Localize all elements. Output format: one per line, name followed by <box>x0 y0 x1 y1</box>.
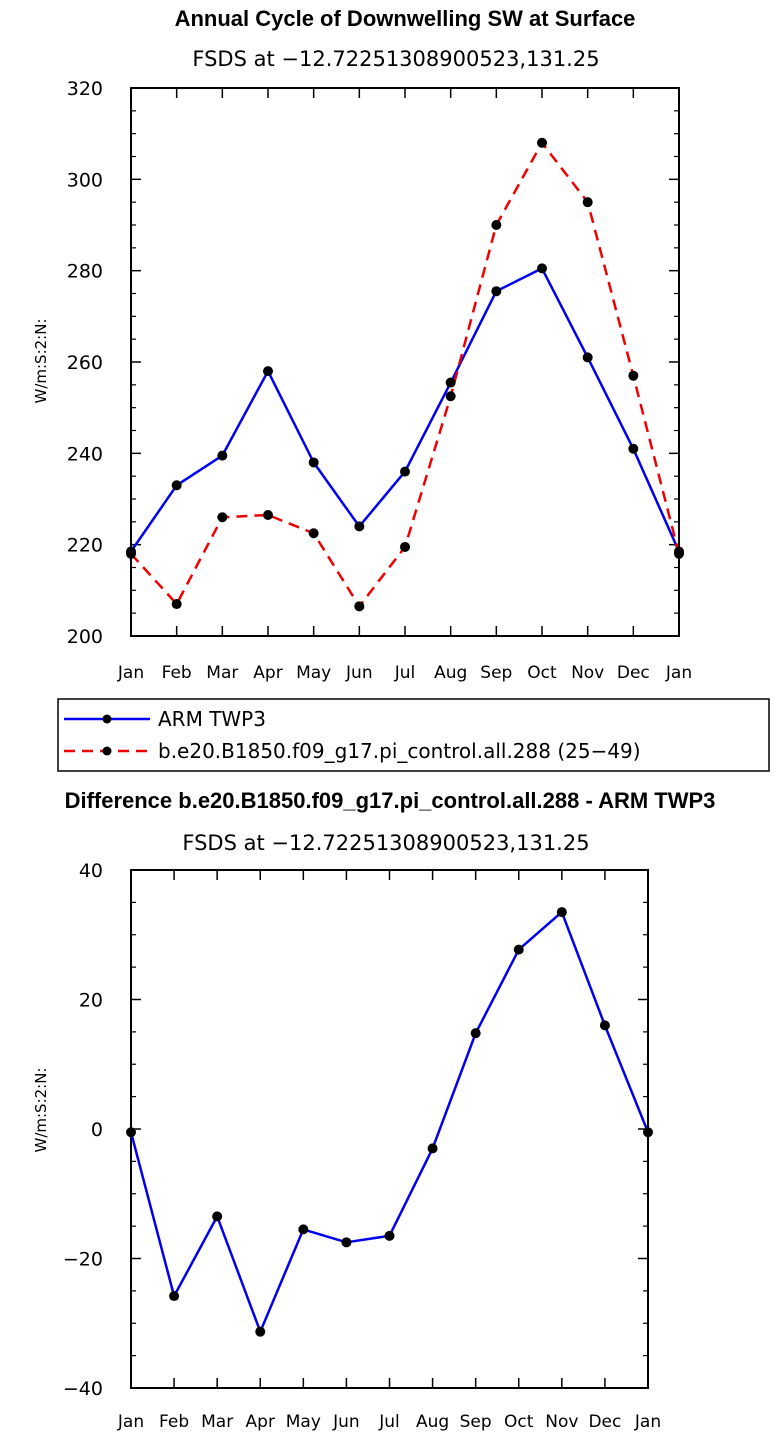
legend-entry-model: b.e20.B1850.f09_g17.pi_control.all.288 (… <box>64 739 641 763</box>
top-series-0-point <box>354 521 365 532</box>
bottom-series-0-point <box>556 907 567 918</box>
top-series-0-point <box>171 480 182 491</box>
top-xtick-label: Sep <box>480 663 512 683</box>
top-series-1-point <box>217 512 228 523</box>
top-xtick-label: Dec <box>617 663 650 683</box>
bottom-series-0-point <box>212 1211 223 1222</box>
bottom-xtick-label: Sep <box>460 1412 492 1432</box>
top-series-line-0 <box>129 267 681 553</box>
top-series-0-point <box>628 443 639 454</box>
top-xtick-label: Jan <box>117 663 144 683</box>
top-series-0-point <box>582 352 593 363</box>
legend-label-arm: ARM TWP3 <box>158 707 266 731</box>
top-xtick-label: Nov <box>571 663 604 683</box>
top-ytick-label: 320 <box>67 78 103 100</box>
top-series-0-point <box>263 366 273 377</box>
top-xtick-label: Jun <box>345 663 373 683</box>
bottom-xtick-label: Dec <box>588 1412 621 1432</box>
top-ytick-label: 220 <box>67 535 103 557</box>
bottom-chart-plot: −40 −20 0 20 40 Jan Feb Mar Apr May Jun Jul Aug Sep Oc… <box>63 860 661 1432</box>
bottom-series-0-point <box>341 1237 352 1248</box>
legend-marker-arm <box>102 714 112 724</box>
bottom-plot-frame <box>130 869 649 1389</box>
bottom-xtick-label: Jan <box>117 1412 144 1432</box>
top-series-1-point <box>628 370 639 381</box>
bottom-ytick-label: 20 <box>79 990 103 1012</box>
bottom-series-0-point <box>513 944 524 955</box>
top-plot-frame <box>130 87 680 637</box>
top-series-0-point <box>537 263 547 274</box>
top-ytick-label: 280 <box>67 261 103 283</box>
top-series-1-point <box>445 391 456 402</box>
legend-box <box>57 698 770 772</box>
top-series-1-point <box>491 220 502 230</box>
top-ytick-label: 240 <box>67 443 103 465</box>
bottom-xtick-label: Apr <box>246 1412 275 1432</box>
bottom-xtick-label: Feb <box>159 1412 189 1432</box>
top-chart-plot: 200 220 240 260 280 300 320 Jan Feb Mar Apr May Jun J… <box>67 78 692 683</box>
top-series-1-point <box>308 528 319 539</box>
bottom-series-0-point <box>126 1127 136 1138</box>
bottom-series-0-point <box>599 1020 610 1031</box>
bottom-xtick-label: Jul <box>378 1412 400 1432</box>
top-xtick-label: Apr <box>253 663 282 683</box>
top-ytick-label: 200 <box>67 626 103 648</box>
bottom-chart-y-label: W/m:S:2:N: <box>32 1068 50 1153</box>
top-series-1-point <box>582 197 593 208</box>
top-series-1-point <box>126 548 136 559</box>
top-xtick-label: Aug <box>434 663 467 683</box>
bottom-xtick-label: Oct <box>504 1412 534 1432</box>
bottom-series-0-point <box>169 1291 180 1302</box>
bottom-ytick-label: 40 <box>79 860 103 882</box>
top-xtick-label: Jul <box>394 663 416 683</box>
top-series-0-point <box>308 457 319 468</box>
top-ytick-label: 300 <box>67 169 103 191</box>
top-series-1-point <box>400 541 410 552</box>
bottom-series-0-point <box>255 1326 266 1337</box>
top-series-1-point <box>171 599 182 610</box>
top-xtick-label: Feb <box>162 663 192 683</box>
top-series-1-point <box>674 548 684 559</box>
top-xtick-label: May <box>296 663 331 683</box>
top-chart-y-label: W/m:S:2:N: <box>32 319 50 404</box>
top-series-1-point <box>263 509 273 520</box>
bottom-series-0-point <box>470 1028 481 1039</box>
top-series-1-point <box>354 601 365 612</box>
top-chart-title: Annual Cycle of Downwelling SW at Surfac… <box>175 6 636 31</box>
bottom-ytick-label: −40 <box>63 1378 103 1400</box>
top-series-0-point <box>445 377 456 388</box>
bottom-xtick-label: Nov <box>545 1412 578 1432</box>
top-xtick-label: Mar <box>206 663 238 683</box>
bottom-series-line-0 <box>129 910 650 1333</box>
bottom-xtick-label: Jan <box>634 1412 661 1432</box>
top-chart-subtitle: FSDS at −12.72251308900523,131.25 <box>192 47 599 71</box>
bottom-xtick-label: May <box>286 1412 321 1432</box>
bottom-chart-subtitle: FSDS at −12.72251308900523,131.25 <box>182 831 589 855</box>
legend-label-model: b.e20.B1850.f09_g17.pi_control.all.288 (… <box>158 739 641 763</box>
top-xtick-label: Jan <box>665 663 692 683</box>
bottom-series-0-point <box>643 1127 653 1138</box>
bottom-series-0-point <box>298 1224 309 1235</box>
bottom-xtick-label: Mar <box>201 1412 233 1432</box>
bottom-xtick-label: Jun <box>332 1412 360 1432</box>
bottom-xtick-label: Aug <box>416 1412 449 1432</box>
legend-entry-arm: ARM TWP3 <box>64 707 266 731</box>
legend: ARM TWP3 b.e20.B1850.f09_g17.pi_control.… <box>57 698 770 772</box>
top-ytick-label: 260 <box>67 352 103 374</box>
bottom-series-0-point <box>427 1143 438 1154</box>
top-series-0-point <box>400 466 410 477</box>
top-xtick-label: Oct <box>527 663 557 683</box>
top-series-1-point <box>537 137 547 148</box>
bottom-chart-title: Difference b.e20.B1850.f09_g17.pi_contro… <box>65 788 716 813</box>
bottom-series-0-point <box>384 1230 395 1241</box>
legend-marker-model <box>102 746 112 756</box>
top-series-0-point <box>491 286 502 297</box>
bottom-ytick-label: 0 <box>91 1119 103 1141</box>
top-series-0-point <box>217 450 228 461</box>
bottom-ytick-label: −20 <box>63 1249 103 1271</box>
